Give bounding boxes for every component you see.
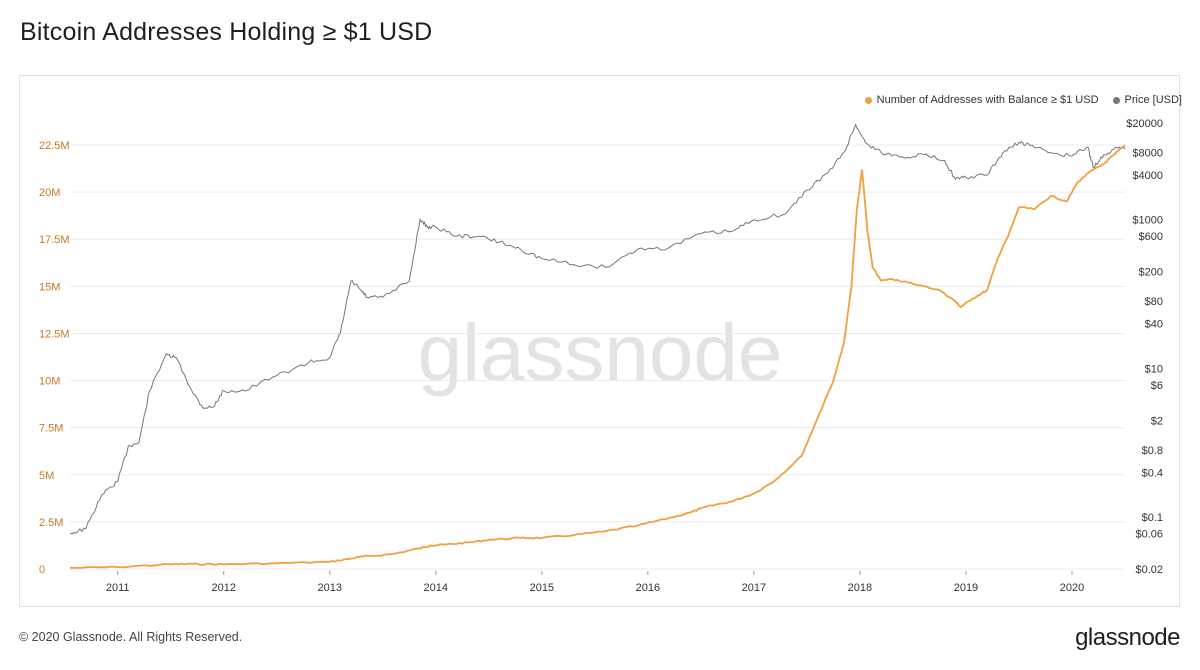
series-line-price — [69, 123, 1126, 535]
right-tick-label: $2 — [1151, 415, 1163, 427]
legend-label-price: Price [USD] — [1124, 94, 1182, 106]
right-tick-label: $1000 — [1132, 215, 1163, 227]
left-tick-label: 10M — [39, 376, 60, 388]
x-tick-label: 2013 — [318, 582, 342, 594]
x-tick-label: 2016 — [636, 582, 660, 594]
grid — [70, 144, 1125, 570]
x-axis: 2011 2012 2013 2014 2015 2016 2017 2018 2019 2020 — [106, 571, 1084, 594]
x-tick-label: 2014 — [424, 582, 448, 594]
right-tick-label: $8000 — [1132, 148, 1163, 160]
left-tick-label: 2.5M — [39, 517, 63, 529]
watermark: glassnode — [418, 308, 783, 397]
legend-label-addresses: Number of Addresses with Balance ≥ $1 US… — [876, 94, 1099, 106]
right-tick-label: $0.8 — [1142, 445, 1163, 457]
x-tick-label: 2018 — [848, 582, 872, 594]
legend-item-addresses[interactable]: Number of Addresses with Balance ≥ $1 US… — [864, 94, 1099, 106]
right-tick-label: $0.06 — [1135, 529, 1163, 541]
x-tick-label: 2020 — [1060, 582, 1084, 594]
right-tick-label: $0.02 — [1135, 564, 1163, 576]
left-tick-label: 17.5M — [39, 234, 70, 246]
legend: Number of Addresses with Balance ≥ $1 US… — [864, 94, 1182, 106]
left-tick-label: 5M — [39, 470, 54, 482]
right-tick-label: $600 — [1139, 231, 1163, 243]
series-line-addresses — [69, 144, 1126, 569]
left-tick-label: 0 — [39, 564, 45, 576]
left-tick-label: 12.5M — [39, 328, 70, 340]
right-tick-label: $80 — [1145, 296, 1163, 308]
x-tick-label: 2019 — [954, 582, 978, 594]
legend-dot-addresses — [864, 96, 872, 104]
left-tick-label: 22.5M — [39, 140, 70, 152]
x-tick-label: 2012 — [212, 582, 236, 594]
left-tick-label: 15M — [39, 281, 60, 293]
brand-logo[interactable]: glassnode — [1075, 624, 1180, 651]
x-tick-label: 2015 — [530, 582, 554, 594]
legend-dot-price — [1112, 96, 1120, 104]
right-tick-label: $40 — [1145, 319, 1163, 331]
copyright: © 2020 Glassnode. All Rights Reserved. — [19, 630, 243, 644]
left-tick-label: 7.5M — [39, 423, 63, 435]
left-tick-label: 20M — [39, 187, 60, 199]
left-axis: 0 2.5M 5M 7.5M 10M 12.5M 15M 17.5M 20M 22.5M — [39, 140, 70, 576]
chart-panel — [19, 75, 1180, 607]
x-tick-label: 2011 — [106, 582, 130, 594]
right-tick-label: $0.1 — [1142, 512, 1163, 524]
right-axis: $0.02 $0.06 $0.1 $0.4 $0.8 $2 $6 $10 $40 $80 $200 $… — [1126, 118, 1163, 576]
x-tick-label: 2017 — [742, 582, 766, 594]
legend-item-price[interactable]: Price [USD] — [1112, 94, 1182, 106]
right-tick-label: $10 — [1145, 363, 1163, 375]
page-title: Bitcoin Addresses Holding ≥ $1 USD — [20, 18, 433, 46]
right-tick-label: $0.4 — [1142, 467, 1163, 479]
right-tick-label: $4000 — [1132, 170, 1163, 182]
right-tick-label: $200 — [1139, 267, 1163, 279]
right-tick-label: $6 — [1151, 380, 1163, 392]
right-tick-label: $20000 — [1126, 118, 1163, 130]
